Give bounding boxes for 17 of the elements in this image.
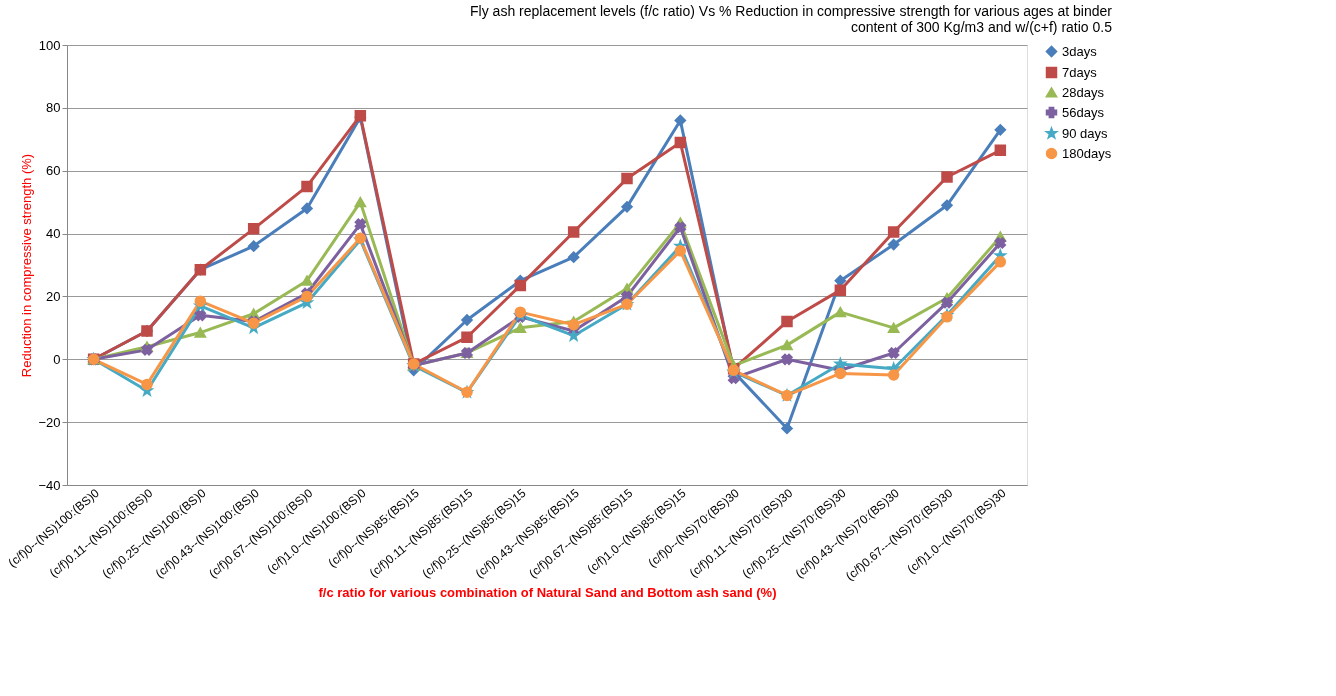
- chart-title: Fly ash replacement levels (f/c ratio) Vs % Reduction in compressive strength for various ages at binder content of 300 Kg/m3 and w/(c+f) ratio 0.5: [470, 3, 1113, 35]
- y-tick-label: 20: [46, 288, 61, 304]
- legend-label: 28days: [1062, 84, 1105, 100]
- y-tick-label: −20: [38, 414, 61, 430]
- y-tick-label: 40: [46, 226, 61, 242]
- legend-label: 56days: [1062, 104, 1105, 120]
- y-tick-label: 0: [53, 351, 61, 367]
- y-axis-title: Reduction in compressive strength (%): [19, 153, 35, 378]
- y-tick-label: 80: [46, 100, 61, 116]
- y-tick-label: −40: [38, 477, 61, 493]
- legend-label: 90 days: [1062, 125, 1109, 141]
- legend-label: 3days: [1062, 43, 1098, 59]
- legend-label: 180days: [1062, 145, 1112, 161]
- y-tick-label: 60: [46, 163, 61, 179]
- y-tick-label: 100: [38, 37, 61, 53]
- legend-label: 7days: [1062, 64, 1098, 80]
- x-axis-title: f/c ratio for various combination of Natural Sand and Bottom ash sand (%): [318, 584, 777, 600]
